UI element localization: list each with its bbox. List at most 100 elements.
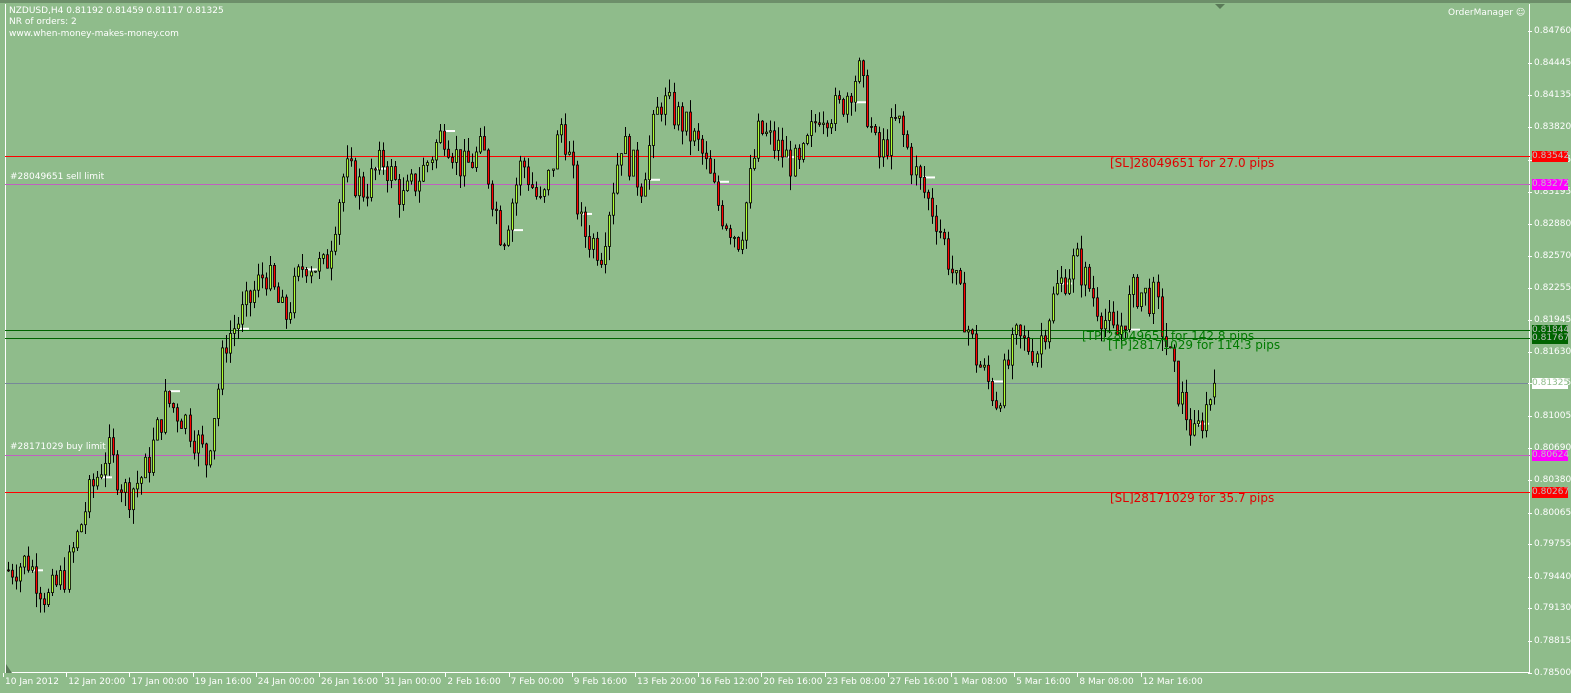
bull-candle bbox=[68, 551, 71, 590]
bear-candle bbox=[902, 115, 905, 136]
bull-candle bbox=[342, 176, 345, 204]
bear-candle bbox=[1007, 359, 1010, 366]
time-tick-label: 9 Feb 16:00 bbox=[571, 673, 628, 687]
time-tick-label: 24 Jan 00:00 bbox=[255, 673, 315, 687]
bull-candle bbox=[1072, 255, 1075, 280]
bull-candle bbox=[431, 159, 434, 164]
bull-candle bbox=[592, 237, 595, 250]
bear-candle bbox=[564, 124, 567, 155]
bear-candle bbox=[1165, 336, 1168, 348]
sell-limit-label: #28049651 sell limit bbox=[10, 172, 105, 182]
bull-candle bbox=[652, 113, 655, 146]
indicator-dash bbox=[854, 101, 866, 104]
bull-candle bbox=[1068, 278, 1071, 294]
bear-candle bbox=[1116, 324, 1119, 335]
bull-candle bbox=[84, 511, 87, 526]
bull-candle bbox=[644, 179, 647, 197]
bull-candle bbox=[406, 180, 409, 192]
bull-candle bbox=[810, 121, 813, 136]
bull-candle bbox=[334, 233, 337, 252]
window-top-bar bbox=[0, 0, 1571, 3]
tp-buy-label: [TP]28171029 for 114.3 pips bbox=[1108, 338, 1281, 352]
bull-candle bbox=[765, 131, 768, 134]
bull-candle bbox=[390, 166, 393, 182]
bull-candle bbox=[88, 479, 91, 513]
bear-candle bbox=[386, 166, 389, 182]
bull-candle bbox=[620, 153, 623, 166]
bear-candle bbox=[1023, 335, 1026, 339]
bear-candle bbox=[374, 168, 377, 171]
price-tick-label: 0.83195 bbox=[1527, 186, 1571, 197]
price-tick-label: 0.78500 bbox=[1527, 668, 1571, 678]
bull-candle bbox=[560, 124, 563, 136]
bull-candle bbox=[1048, 320, 1051, 343]
bear-candle bbox=[487, 149, 490, 185]
time-tick-label: 1 Mar 08:00 bbox=[950, 673, 1008, 687]
bear-candle bbox=[959, 270, 962, 284]
bear-candle bbox=[205, 443, 208, 466]
bear-candle bbox=[995, 400, 998, 409]
bull-candle bbox=[769, 130, 772, 133]
bull-candle bbox=[318, 257, 321, 272]
bear-candle bbox=[193, 440, 196, 454]
bull-candle bbox=[955, 270, 958, 274]
bear-candle bbox=[261, 274, 264, 279]
bear-candle bbox=[499, 210, 502, 246]
bear-candle bbox=[172, 403, 175, 409]
bull-candle bbox=[164, 390, 167, 433]
bull-candle bbox=[402, 190, 405, 205]
bull-candle bbox=[624, 136, 627, 155]
indicator-dash bbox=[991, 380, 1003, 383]
bull-candle bbox=[753, 157, 756, 169]
bull-candle bbox=[1140, 292, 1143, 307]
price-tag: 0.81844 bbox=[1532, 325, 1570, 337]
bull-candle bbox=[608, 214, 611, 247]
price-tick-label: 0.81005 bbox=[1527, 411, 1571, 422]
price-tick-label: 0.79130 bbox=[1527, 603, 1571, 614]
bull-candle bbox=[777, 139, 780, 151]
bull-candle bbox=[568, 151, 571, 155]
time-tick-label: 16 Feb 12:00 bbox=[698, 673, 760, 687]
price-tick-label: 0.82255 bbox=[1527, 282, 1571, 293]
price-tick-label: 0.84445 bbox=[1527, 58, 1571, 69]
bear-candle bbox=[979, 364, 982, 368]
sl-sell-label: [SL]28049651 for 27.0 pips bbox=[1110, 156, 1275, 170]
bear-candle bbox=[874, 126, 877, 133]
bull-candle bbox=[479, 136, 482, 153]
price-tick-label: 0.80065 bbox=[1527, 507, 1571, 518]
bear-candle bbox=[1148, 287, 1151, 315]
bull-candle bbox=[785, 149, 788, 158]
bear-candle bbox=[1173, 347, 1176, 362]
bull-candle bbox=[229, 333, 232, 354]
price-tag: 0.81325 bbox=[1532, 378, 1570, 390]
price-tick-label: 0.79755 bbox=[1527, 539, 1571, 550]
time-tick-label: 2 Feb 16:00 bbox=[445, 673, 501, 687]
bear-candle bbox=[1169, 346, 1172, 349]
bull-candle bbox=[132, 488, 135, 511]
bear-candle bbox=[354, 160, 357, 197]
bear-candle bbox=[116, 454, 119, 491]
bear-candle bbox=[975, 333, 978, 366]
bear-candle bbox=[906, 134, 909, 148]
time-tick-label: 17 Jan 00:00 bbox=[129, 673, 189, 687]
order-manager-label[interactable]: OrderManager ☺ bbox=[1448, 8, 1526, 18]
bull-candle bbox=[882, 139, 885, 158]
bear-candle bbox=[63, 570, 66, 590]
time-tick-label: 7 Feb 00:00 bbox=[508, 673, 564, 687]
bear-candle bbox=[160, 419, 163, 433]
indicator-dash bbox=[511, 229, 523, 232]
bear-candle bbox=[943, 231, 946, 240]
time-tick-label: 12 Mar 16:00 bbox=[1140, 673, 1203, 687]
bear-candle bbox=[285, 296, 288, 320]
bull-candle bbox=[297, 266, 300, 277]
bear-candle bbox=[947, 238, 950, 270]
bull-candle bbox=[1036, 353, 1039, 363]
bear-candle bbox=[789, 149, 792, 177]
bull-candle bbox=[184, 414, 187, 429]
bear-candle bbox=[640, 186, 643, 197]
bull-candle bbox=[745, 202, 748, 241]
bear-candle bbox=[495, 208, 498, 211]
bear-candle bbox=[249, 290, 252, 303]
bull-candle bbox=[72, 547, 75, 553]
